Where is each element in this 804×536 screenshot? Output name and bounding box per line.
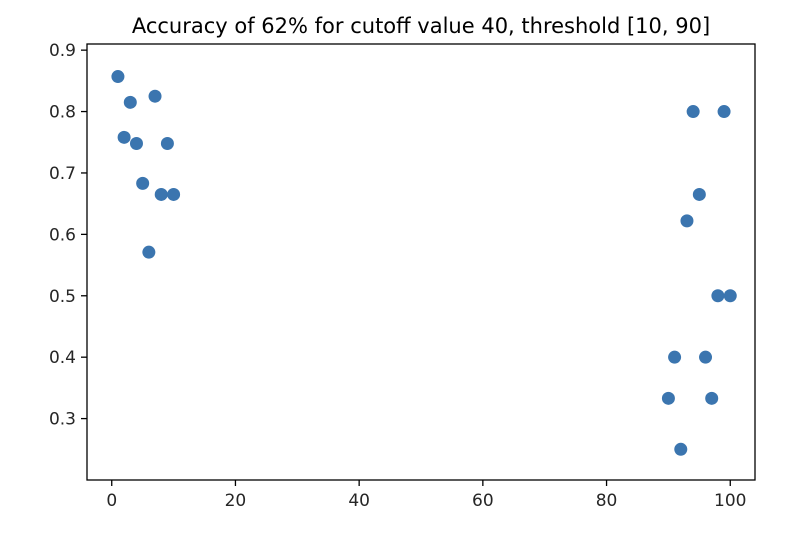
y-tick-label: 0.9 bbox=[49, 41, 76, 61]
data-point bbox=[123, 95, 137, 109]
y-tick-label: 0.8 bbox=[49, 103, 76, 123]
y-tick-label: 0.6 bbox=[49, 225, 76, 245]
data-point bbox=[148, 89, 162, 103]
data-point bbox=[680, 214, 694, 228]
data-point bbox=[136, 176, 150, 190]
data-point bbox=[160, 136, 174, 150]
x-tick-label: 40 bbox=[348, 491, 370, 511]
data-point bbox=[674, 442, 688, 456]
data-point bbox=[723, 289, 737, 303]
plot-area-frame bbox=[86, 43, 756, 481]
data-point bbox=[142, 245, 156, 259]
x-tick-label: 100 bbox=[714, 491, 746, 511]
data-point bbox=[661, 391, 675, 405]
data-points bbox=[111, 70, 737, 456]
data-point bbox=[711, 289, 725, 303]
x-tick-label: 0 bbox=[106, 491, 117, 511]
y-axis: 0.3 0.4 0.5 0.6 0.7 0.8 0.9 bbox=[49, 41, 87, 430]
chart-title: Accuracy of 62% for cutoff value 40, thr… bbox=[132, 14, 710, 38]
x-axis: 0 20 40 60 80 100 bbox=[106, 480, 746, 511]
data-point bbox=[692, 187, 706, 201]
data-point bbox=[154, 187, 168, 201]
data-point bbox=[699, 350, 713, 364]
x-tick-label: 20 bbox=[225, 491, 247, 511]
data-point bbox=[705, 391, 719, 405]
y-tick-label: 0.7 bbox=[49, 164, 76, 184]
y-tick-label: 0.3 bbox=[49, 410, 76, 430]
data-point bbox=[117, 130, 131, 144]
y-tick-label: 0.4 bbox=[49, 348, 76, 368]
x-tick-label: 60 bbox=[472, 491, 494, 511]
data-point bbox=[167, 187, 181, 201]
data-point bbox=[111, 70, 125, 84]
data-point bbox=[717, 105, 731, 119]
y-tick-label: 0.5 bbox=[49, 287, 76, 307]
data-point bbox=[129, 136, 143, 150]
data-point bbox=[668, 350, 682, 364]
data-point bbox=[686, 105, 700, 119]
x-tick-label: 80 bbox=[596, 491, 618, 511]
